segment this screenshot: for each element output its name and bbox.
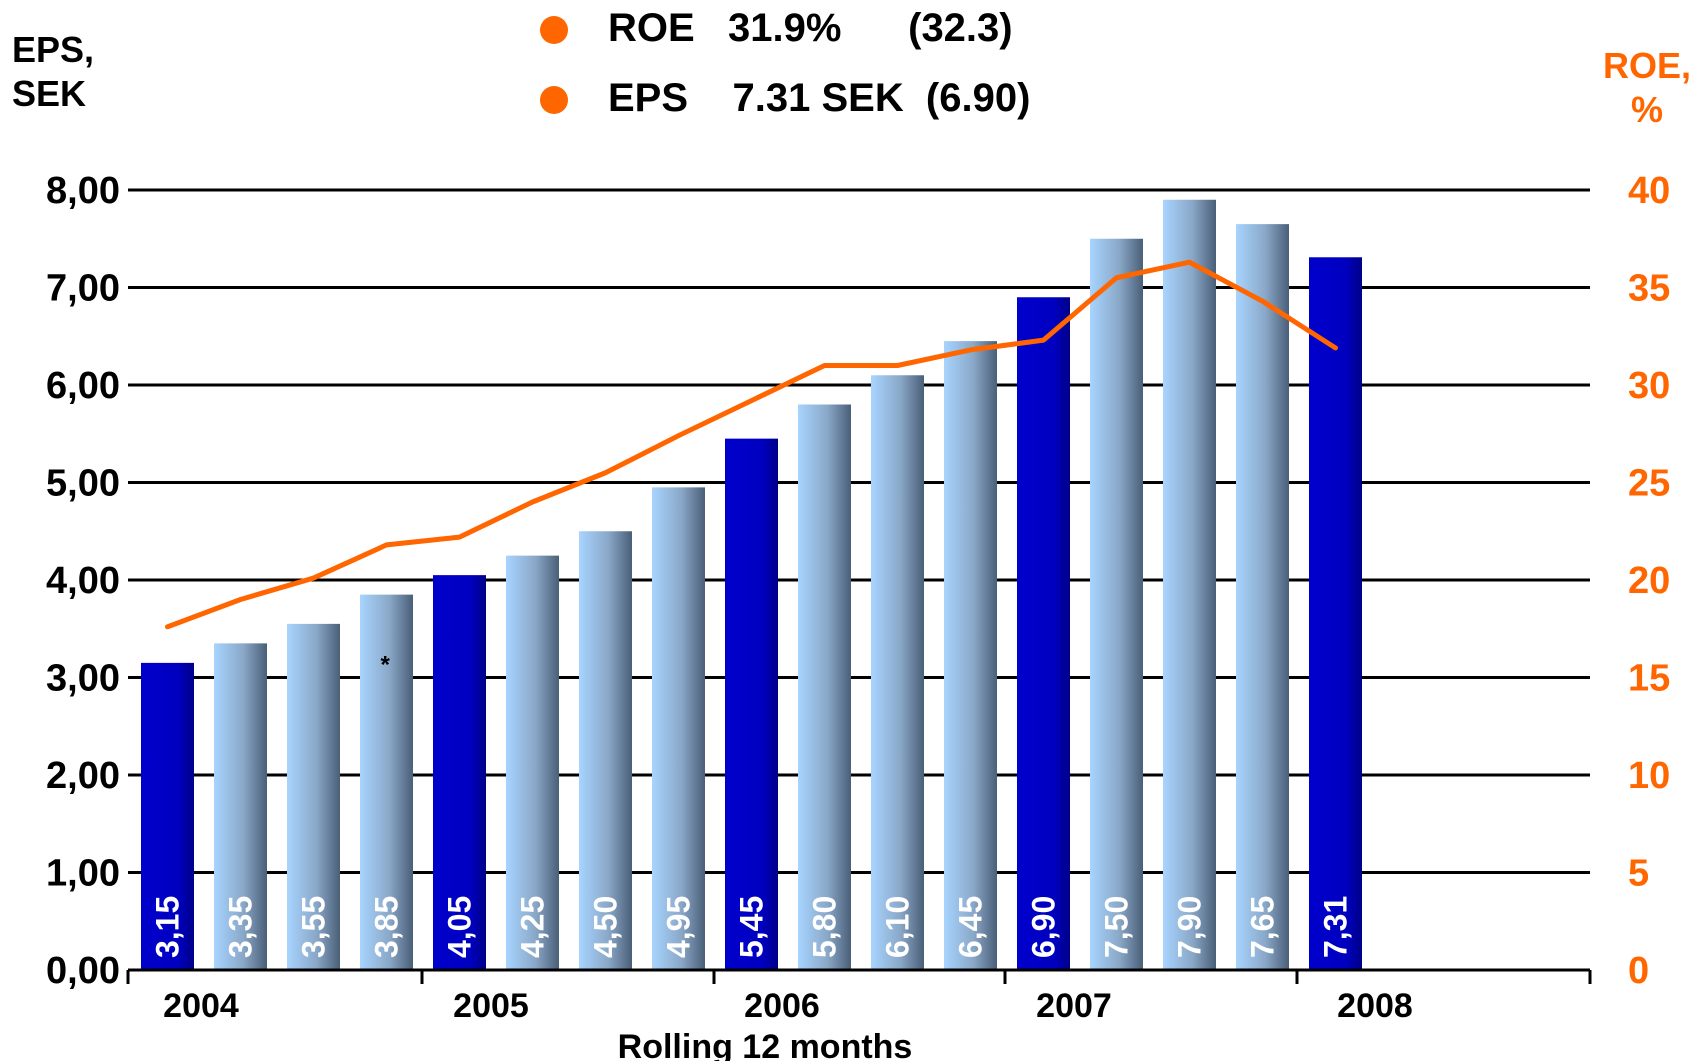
left-axis-tick-label: 7,00 [46, 268, 120, 310]
x-axis-year-label: 2007 [1036, 987, 1112, 1025]
roe-series-line [165, 259, 1338, 630]
x-axis-year-label: 2008 [1337, 987, 1413, 1025]
legend-roe-text: ROE 31.9% (32.3) [608, 6, 1013, 50]
eps-bar-label: 7,31 [1318, 896, 1354, 958]
eps-bar [287, 623, 340, 970]
eps-bar [1309, 257, 1362, 970]
axes [126, 968, 1592, 984]
eps-bar [1090, 238, 1143, 970]
right-axis-tick-label: 20 [1628, 560, 1670, 602]
eps-bar [798, 404, 851, 970]
eps-bar [433, 575, 486, 970]
right-axis-tick-label: 10 [1628, 755, 1670, 797]
eps-bar [506, 555, 559, 970]
roe-line-group [165, 259, 1338, 630]
right-axis-tick-label: 40 [1628, 170, 1670, 212]
eps-bar [871, 375, 924, 970]
eps-bar [214, 643, 267, 970]
eps-bar [725, 438, 778, 970]
eps-bar-label: 4,05 [442, 896, 478, 958]
left-axis-tick-label: 6,00 [46, 365, 120, 407]
left-axis-tick-label: 1,00 [46, 853, 120, 895]
x-axis-year-label: 2004 [163, 987, 239, 1025]
eps-bar [1163, 199, 1216, 970]
right-axis-tick-label: 35 [1628, 268, 1670, 310]
right-axis-tick-label: 30 [1628, 365, 1670, 407]
left-axis-tick-label: 4,00 [46, 560, 120, 602]
legend-eps-marker [540, 86, 568, 114]
legend-roe-marker [540, 16, 568, 44]
eps-bars: 3,15 3,35 3,55 3,85 4,05 4,25 4,50 4,95 5,45 5,80… [141, 199, 1362, 970]
eps-bar-label: 7,50 [1099, 896, 1135, 958]
eps-bar [1236, 224, 1289, 970]
right-axis-title: ROE, % [1603, 44, 1691, 132]
eps-bar [579, 531, 632, 970]
right-axis-title-line2: % [1630, 89, 1663, 130]
left-axis-title-line1: EPS, [12, 29, 95, 70]
eps-bar-label: 3,15 [150, 896, 186, 958]
eps-bar [944, 341, 997, 970]
x-axis-year-label: 2006 [744, 987, 820, 1025]
right-axis-tick-label: 25 [1628, 463, 1670, 505]
eps-bar-label: 6,10 [880, 896, 916, 958]
eps-bar-label: 4,95 [661, 896, 697, 958]
eps-bar-label: 3,85 [369, 896, 405, 958]
footnote-asterisk: * [381, 652, 391, 679]
eps-bar-label: 3,55 [296, 896, 332, 958]
x-axis-title: Rolling 12 months [618, 1028, 913, 1061]
eps-bar-label: 5,45 [734, 896, 770, 958]
left-axis-tick-label: 5,00 [46, 463, 120, 505]
legend-eps-text: EPS 7.31 SEK (6.90) [608, 76, 1031, 120]
grid-lines [128, 188, 1590, 874]
eps-bar-label: 5,80 [807, 896, 843, 958]
right-axis-tick-label: 15 [1628, 658, 1670, 700]
eps-bar-label: 6,90 [1026, 896, 1062, 958]
eps-bar-label: 7,90 [1172, 896, 1208, 958]
left-axis-title-line2: SEK [12, 73, 87, 114]
right-axis-tick-label: 0 [1628, 950, 1649, 992]
eps-bar-label: 7,65 [1245, 896, 1281, 958]
left-axis-tick-label: 2,00 [46, 755, 120, 797]
eps-bar [652, 487, 705, 970]
left-axis-tick-label: 0,00 [46, 950, 120, 992]
eps-bar [1017, 297, 1070, 970]
axis-labels: 0,00 1,00 2,00 3,00 4,00 5,00 6,00 7,00 8,00 0 5 10… [46, 170, 1670, 1061]
left-axis-tick-label: 8,00 [46, 170, 120, 212]
right-axis-title-line1: ROE, [1602, 45, 1691, 86]
eps-bar [360, 594, 413, 970]
eps-bar-label: 3,35 [223, 896, 259, 958]
eps-bar [141, 662, 194, 970]
left-axis-tick-label: 3,00 [46, 658, 120, 700]
eps-bar-label: 4,50 [588, 896, 624, 958]
eps-bar-label: 6,45 [953, 896, 989, 958]
eps-bar-label: 4,25 [515, 896, 551, 958]
left-axis-title: EPS, SEK [12, 28, 94, 116]
x-axis-year-label: 2005 [453, 987, 529, 1025]
right-axis-tick-label: 5 [1628, 853, 1649, 895]
